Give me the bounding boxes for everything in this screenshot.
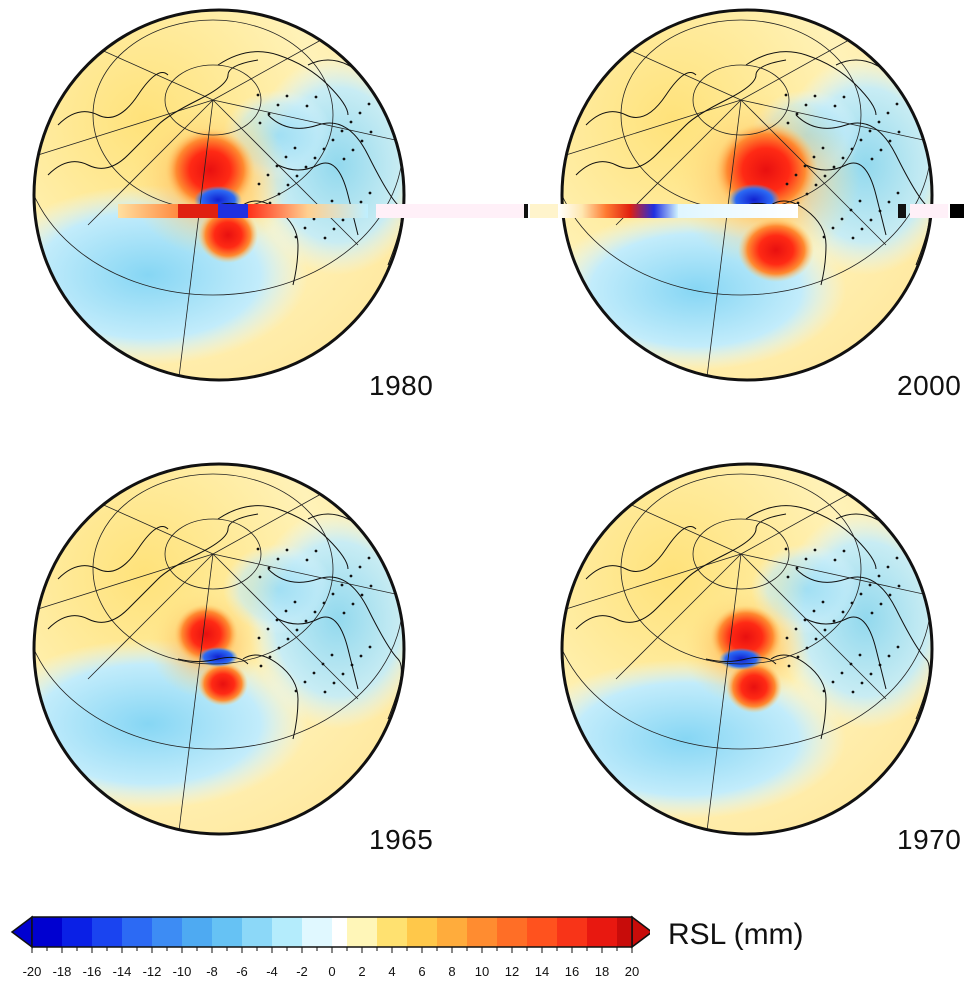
colorbar-tick-label: 18 bbox=[594, 964, 610, 979]
colorbar-swatch bbox=[92, 917, 108, 947]
colorbar-swatch bbox=[122, 917, 138, 947]
colorbar-swatch bbox=[242, 917, 258, 947]
colorbar-swatch bbox=[272, 917, 288, 947]
colorbar-swatch bbox=[512, 917, 528, 947]
globe-panel-1970 bbox=[556, 459, 938, 839]
colorbar-swatch bbox=[47, 917, 63, 947]
colorbar-swatch bbox=[362, 917, 378, 947]
colorbar-swatch bbox=[617, 917, 633, 947]
globe-map bbox=[32, 462, 406, 836]
globe-panel-1980 bbox=[28, 5, 410, 385]
colorbar-swatch bbox=[377, 917, 393, 947]
colorbar-tick-label: -8 bbox=[206, 964, 218, 979]
render-artifact-strip bbox=[118, 204, 968, 218]
colorbar-tick-label: 0 bbox=[328, 964, 336, 979]
colorbar-swatch bbox=[77, 917, 93, 947]
colorbar-tick-label: -18 bbox=[52, 964, 72, 979]
globe-map bbox=[32, 8, 406, 382]
colorbar-swatch bbox=[407, 917, 423, 947]
colorbar-swatch bbox=[332, 917, 348, 947]
year-label: 1965 bbox=[369, 824, 434, 855]
colorbar-swatch bbox=[227, 917, 243, 947]
globe-map bbox=[560, 462, 934, 836]
colorbar-tick-label: -6 bbox=[236, 964, 248, 979]
colorbar-tick-label: 2 bbox=[358, 964, 366, 979]
colorbar-swatch bbox=[572, 917, 588, 947]
colorbar-tick-label: 4 bbox=[388, 964, 396, 979]
colorbar-tick-label: 8 bbox=[448, 964, 456, 979]
colorbar-title: RSL (mm) bbox=[668, 918, 804, 951]
globe-panel-1965 bbox=[28, 459, 410, 839]
colorbar-tick-label: 14 bbox=[534, 964, 550, 979]
colorbar-swatch bbox=[467, 917, 483, 947]
colorbar-swatch bbox=[212, 917, 228, 947]
colorbar-tick-label: 6 bbox=[418, 964, 426, 979]
colorbar-swatch bbox=[167, 917, 183, 947]
year-label: 1970 bbox=[897, 824, 962, 855]
colorbar-tick-label: 16 bbox=[564, 964, 580, 979]
colorbar-swatch bbox=[317, 917, 333, 947]
colorbar-tick-label: -14 bbox=[112, 964, 132, 979]
colorbar-swatch bbox=[152, 917, 168, 947]
colorbar-swatch bbox=[527, 917, 543, 947]
colorbar-tick-label: -16 bbox=[82, 964, 102, 979]
colorbar-min-arrow bbox=[10, 915, 33, 949]
colorbar-tick-label: -2 bbox=[296, 964, 308, 979]
colorbar-swatch bbox=[302, 917, 318, 947]
colorbar-tick-label: -20 bbox=[22, 964, 42, 979]
colorbar-tick-label: -4 bbox=[266, 964, 278, 979]
colorbar-tick-label: 10 bbox=[474, 964, 490, 979]
globe-map bbox=[560, 8, 934, 382]
colorbar-swatch bbox=[197, 917, 213, 947]
colorbar-tick-label: -10 bbox=[172, 964, 192, 979]
colorbar-swatch bbox=[287, 917, 303, 947]
colorbar-swatch bbox=[557, 917, 573, 947]
year-label: 1980 bbox=[369, 370, 434, 401]
colorbar-tick-label: 20 bbox=[624, 964, 640, 979]
colorbar-swatch bbox=[137, 917, 153, 947]
colorbar-tick-label: 12 bbox=[504, 964, 520, 979]
colorbar-swatch bbox=[422, 917, 438, 947]
colorbar-swatch bbox=[62, 917, 78, 947]
colorbar-swatch bbox=[497, 917, 513, 947]
colorbar-tick-label: -12 bbox=[142, 964, 162, 979]
colorbar-swatch bbox=[347, 917, 363, 947]
colorbar-swatch bbox=[587, 917, 603, 947]
colorbar-swatch bbox=[602, 917, 618, 947]
colorbar-swatch bbox=[542, 917, 558, 947]
colorbar-swatch bbox=[107, 917, 123, 947]
colorbar-swatch bbox=[257, 917, 273, 947]
colorbar-swatch bbox=[182, 917, 198, 947]
colorbar-swatch bbox=[452, 917, 468, 947]
colorbar-swatch bbox=[32, 917, 48, 947]
colorbar-swatch bbox=[392, 917, 408, 947]
colorbar-max-arrow bbox=[631, 915, 650, 949]
colorbar bbox=[10, 915, 650, 953]
colorbar-swatch bbox=[482, 917, 498, 947]
globe-panel-2000 bbox=[556, 5, 938, 385]
colorbar-swatch bbox=[437, 917, 453, 947]
year-label: 2000 bbox=[897, 370, 962, 401]
